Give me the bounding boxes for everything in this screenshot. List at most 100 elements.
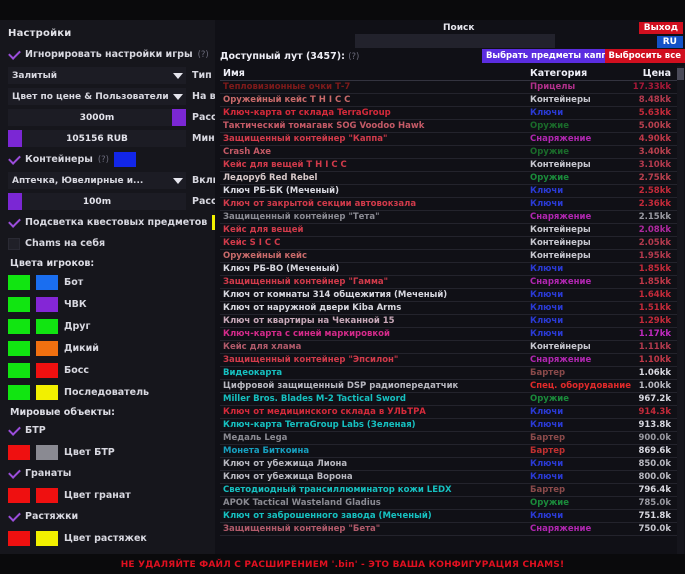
- loot-row[interactable]: Оружейный кейс Контейнеры 1.95kk: [220, 250, 683, 263]
- color-swatch-primary[interactable]: [8, 444, 30, 460]
- setting-grenades-color[interactable]: Цвет гранат: [8, 485, 207, 505]
- loot-row[interactable]: Ключ от квартиры на Чеканной 15 Ключи 1.29…: [220, 315, 683, 328]
- color-swatch-primary[interactable]: [8, 340, 30, 356]
- color-swatch-secondary[interactable]: [36, 487, 58, 503]
- color-swatch-primary[interactable]: [8, 487, 30, 503]
- min-price-slider[interactable]: 105156 RUB: [8, 130, 186, 147]
- loot-row[interactable]: Светодиодный трансиллюминатор кожи LEDX Б…: [220, 484, 683, 497]
- loot-row[interactable]: Кейс для вещей Т Н І С С Контейнеры 3.10kk: [220, 159, 683, 172]
- checkmark-icon[interactable]: [8, 49, 20, 61]
- help-hint-icon[interactable]: (?): [97, 154, 110, 165]
- chevron-down-icon[interactable]: [173, 72, 183, 79]
- player-color-scav[interactable]: Дикий: [8, 338, 207, 358]
- loot-row[interactable]: Кейс для вещей Контейнеры 2.08kk: [220, 224, 683, 237]
- select-kappa-items-button[interactable]: Выбрать предметы каппа: [481, 49, 617, 63]
- color-swatch-secondary[interactable]: [36, 274, 58, 290]
- loot-row[interactable]: Тепловизионные очки Т-7 Прицелы 17.33kk: [220, 81, 683, 94]
- loot-row[interactable]: Кейс S I C C Контейнеры 2.05kk: [220, 237, 683, 250]
- checkmark-icon[interactable]: [8, 217, 20, 229]
- player-color-pmc[interactable]: ЧВК: [8, 294, 207, 314]
- loot-scrollbar-thumb[interactable]: [677, 68, 684, 80]
- loot-row[interactable]: Видеокарта Бартер 1.06kk: [220, 367, 683, 380]
- setting-min-price[interactable]: 105156 RUB Мин. цена (?): [8, 129, 265, 148]
- color-swatch-secondary[interactable]: [36, 384, 58, 400]
- loot-row[interactable]: Ключ от комнаты 314 общежития (Меченый) К…: [220, 289, 683, 302]
- color-swatch-primary[interactable]: [8, 274, 30, 290]
- checkmark-icon[interactable]: [8, 154, 20, 166]
- loot-row[interactable]: Miller Bros. Blades M-2 Tactical Sword Ор…: [220, 393, 683, 406]
- setting-btr-color[interactable]: Цвет БТР: [8, 442, 207, 462]
- language-button[interactable]: RU: [656, 36, 683, 48]
- setting-items-filter[interactable]: Аптечка, Ювелирные и... Включено: [8, 171, 248, 190]
- color-swatch-secondary[interactable]: [36, 530, 58, 546]
- loot-row[interactable]: Crash Axe Оружие 3.40kk: [220, 146, 683, 159]
- loot-row[interactable]: Ключ от наружной двери Kiba Arms Ключи 1.5…: [220, 302, 683, 315]
- loot-row[interactable]: Ключ от закрытой секции автовокзала Ключи…: [220, 198, 683, 211]
- setting-ignore-game-settings[interactable]: Игнорировать настройки игры (?): [8, 45, 209, 64]
- color-swatch-primary[interactable]: [8, 384, 30, 400]
- player-color-follower[interactable]: Последователь: [8, 382, 207, 402]
- loot-row[interactable]: Ключ от заброшенного завода (Меченый) Клю…: [220, 510, 683, 523]
- loot-row[interactable]: Ключ РБ-БК (Меченый) Ключи 2.58kk: [220, 185, 683, 198]
- slider-handle[interactable]: [8, 193, 22, 210]
- setting-containers[interactable]: Контейнеры (?): [8, 150, 207, 169]
- search-input[interactable]: [355, 34, 555, 48]
- loot-scrollbar-track[interactable]: [677, 66, 684, 560]
- checkmark-icon[interactable]: [8, 425, 20, 437]
- color-swatch-secondary[interactable]: [36, 340, 58, 356]
- loot-row[interactable]: Ключ от медицинского склада в УЛЬТРА Ключ…: [220, 406, 683, 419]
- loot-row[interactable]: Медаль Lega Бартер 900.0k: [220, 432, 683, 445]
- checkmark-icon[interactable]: [8, 511, 20, 523]
- color-swatch-secondary[interactable]: [36, 362, 58, 378]
- setting-tripwires[interactable]: Растяжки: [8, 507, 207, 526]
- items-filter-dropdown[interactable]: Аптечка, Ювелирные и...: [8, 172, 186, 189]
- setting-quest-highlight[interactable]: Подсветка квестовых предметов: [8, 213, 235, 232]
- loot-row[interactable]: Ключ-карта от склада TerraGroup Ключи 5.63…: [220, 107, 683, 120]
- color-swatch-primary[interactable]: [8, 530, 30, 546]
- color-swatch-secondary[interactable]: [36, 296, 58, 312]
- color-swatch-primary[interactable]: [8, 318, 30, 334]
- loot-row[interactable]: Ледоруб Red Rebel Оружие 2.75kk: [220, 172, 683, 185]
- loot-row[interactable]: Защищенный контейнер "Гамма" Снаряжение 1.…: [220, 276, 683, 289]
- distance-2-slider[interactable]: 100m: [8, 193, 186, 210]
- setting-distance-1[interactable]: 3000m Расстояние: [8, 108, 254, 127]
- loot-row[interactable]: Защищенный контейнер "Каппа" Снаряжение 4.…: [220, 133, 683, 146]
- slider-handle[interactable]: [8, 130, 22, 147]
- loot-row[interactable]: Ключ-карта TerraGroup Labs (Зеленая) Ключ…: [220, 419, 683, 432]
- loot-row[interactable]: Защищенный контейнер "Тета" Снаряжение 2.1…: [220, 211, 683, 224]
- loot-row[interactable]: Монета Биткоина Бартер 869.6k: [220, 445, 683, 458]
- color-swatch-secondary[interactable]: [36, 444, 58, 460]
- setting-tripwires-color[interactable]: Цвет растяжек: [8, 528, 207, 548]
- player-color-bot[interactable]: Бот: [8, 272, 207, 292]
- help-hint-icon[interactable]: (?): [348, 52, 360, 62]
- loot-row[interactable]: APOK Tactical Wasteland Gladius Оружие 785…: [220, 497, 683, 510]
- color-swatch-primary[interactable]: [8, 296, 30, 312]
- chevron-down-icon[interactable]: [173, 93, 183, 100]
- column-header-price[interactable]: Цена: [642, 67, 671, 79]
- checkbox-icon[interactable]: [8, 237, 20, 250]
- drop-all-button[interactable]: Выбросить все: [604, 49, 685, 63]
- setting-chams-self[interactable]: Chams на себя: [8, 234, 207, 253]
- exit-button[interactable]: Выход: [638, 22, 683, 34]
- distance-1-slider[interactable]: 3000m: [8, 109, 186, 126]
- player-color-boss[interactable]: Босс: [8, 360, 207, 380]
- setting-color-mode[interactable]: Цвет по цене & Пользователи На все айтем…: [8, 87, 272, 106]
- loot-row[interactable]: Ключ от убежища Лиона Ключи 850.0k: [220, 458, 683, 471]
- checkmark-icon[interactable]: [8, 468, 20, 480]
- loot-row[interactable]: Цифровой защищенный DSP радиопередатчик С…: [220, 380, 683, 393]
- color-swatch-secondary[interactable]: [36, 318, 58, 334]
- loot-row[interactable]: Защищенный контейнер "Эпсилон" Снаряжение…: [220, 354, 683, 367]
- containers-color-swatch[interactable]: [114, 152, 137, 167]
- loot-row[interactable]: Кейс для хлама Контейнеры 1.11kk: [220, 341, 683, 354]
- column-header-category[interactable]: Категория: [530, 67, 588, 79]
- chevron-down-icon[interactable]: [173, 177, 183, 184]
- loot-row[interactable]: Тактический томагавк SOG Voodoo Hawk Оруж…: [220, 120, 683, 133]
- loot-row[interactable]: Ключ РБ-ВО (Меченый) Ключи 1.85kk: [220, 263, 683, 276]
- setting-grenades[interactable]: Гранаты: [8, 464, 207, 483]
- column-header-name[interactable]: Имя: [223, 67, 245, 79]
- setting-chams-type[interactable]: Залитый Тип Chams (?): [8, 66, 268, 85]
- loot-row[interactable]: Защищенный контейнер "Бета" Снаряжение 750…: [220, 523, 683, 536]
- color-swatch-primary[interactable]: [8, 362, 30, 378]
- player-color-friend[interactable]: Друг: [8, 316, 207, 336]
- loot-row[interactable]: Оружейный кейс Т Н І С С Контейнеры 8.48kk: [220, 94, 683, 107]
